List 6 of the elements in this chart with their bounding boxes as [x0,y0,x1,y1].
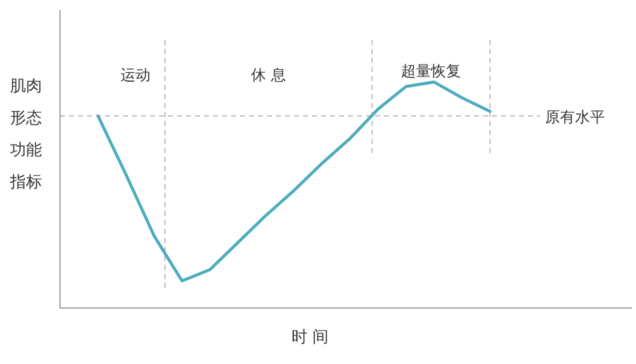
y-axis-title: 肌肉形态功能指标 [9,76,42,191]
annotation: 运动 [120,66,150,84]
text: 超量恢复 [401,62,462,80]
annotation: 休 息 [251,66,286,84]
ref-line-label: 原有水平 [545,108,605,126]
x-axis-title: 时 间 [291,327,329,346]
